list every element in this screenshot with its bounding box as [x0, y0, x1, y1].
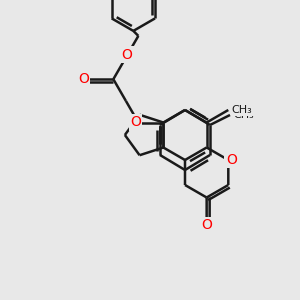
Text: O: O — [201, 218, 212, 233]
Text: O: O — [130, 116, 141, 130]
Text: O: O — [78, 72, 89, 86]
Text: O: O — [226, 153, 237, 167]
Text: CH₃: CH₃ — [231, 105, 252, 115]
Text: CH₃: CH₃ — [233, 110, 254, 120]
Text: O: O — [122, 47, 132, 61]
